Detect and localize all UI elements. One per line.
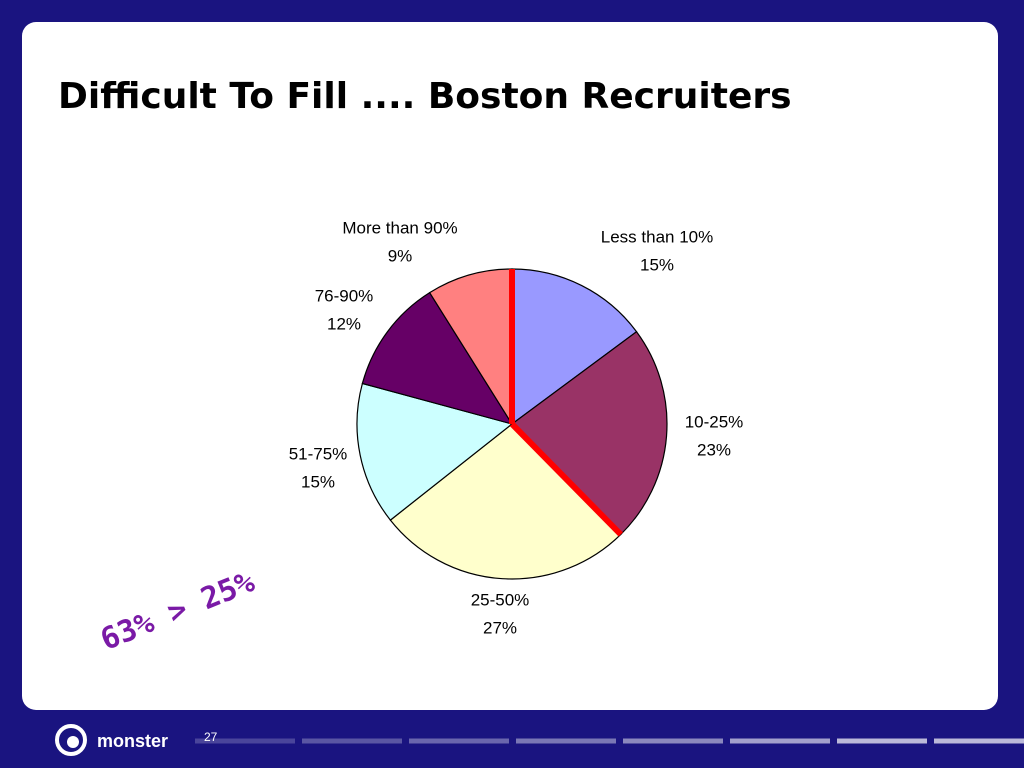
slice-label: More than 90% <box>342 218 457 237</box>
slice-value-label: 15% <box>301 472 335 491</box>
slice-label: 10-25% <box>685 412 744 431</box>
pie-slice <box>356 382 514 521</box>
logo-icon-dot <box>67 736 79 748</box>
slice-label: 25-50% <box>471 590 530 609</box>
pie-slice <box>361 291 514 425</box>
highlight-boundary <box>509 421 623 537</box>
slice-label: 76-90% <box>315 286 374 305</box>
slice-value-label: 9% <box>388 246 413 265</box>
slide-title: Difficult To Fill .... Boston Recruiters <box>58 76 792 117</box>
pie-slice <box>389 423 622 580</box>
page-number: 27 <box>204 730 218 744</box>
slice-value-label: 23% <box>697 440 731 459</box>
pie-slice <box>511 330 668 536</box>
slice-label: Less than 10% <box>601 227 713 246</box>
logo-icon <box>55 724 87 756</box>
slice-value-label: 12% <box>327 314 361 333</box>
slice-value-label: 15% <box>640 255 674 274</box>
slice-label: 51-75% <box>289 444 348 463</box>
slice-value-label: 27% <box>483 618 517 637</box>
logo-text: monster <box>97 731 168 751</box>
pie-slice <box>511 268 638 426</box>
pie-chart: Less than 10% 15% 10-25% 23% 25-50% 27% 51-75%… <box>289 218 744 637</box>
